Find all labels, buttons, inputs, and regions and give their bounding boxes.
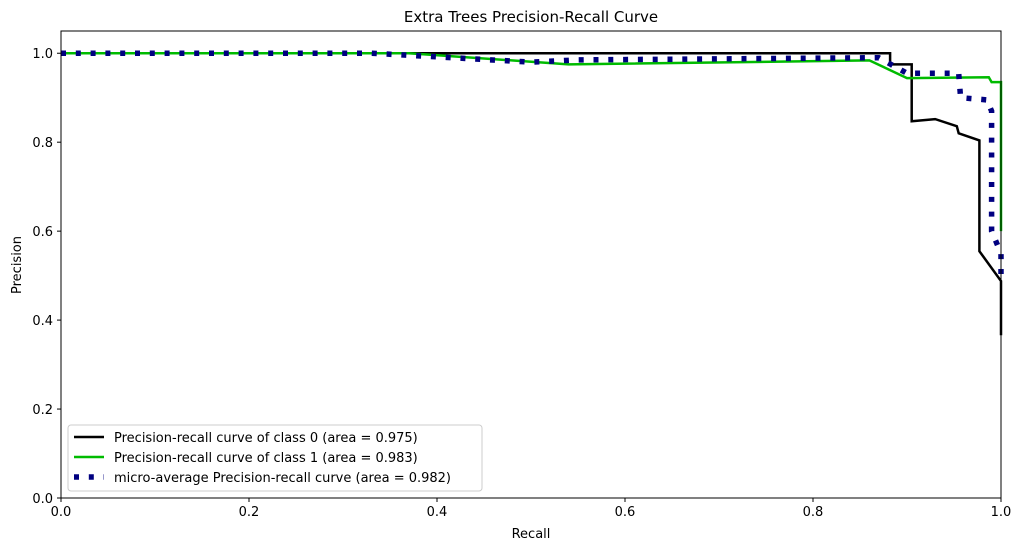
legend-label-2: micro-average Precision-recall curve (ar… — [114, 471, 451, 486]
x-tick-label: 0.4 — [427, 505, 448, 520]
legend-label-0: Precision-recall curve of class 0 (area … — [114, 431, 418, 446]
y-tick-label: 0.8 — [32, 136, 53, 151]
x-tick-label: 0.2 — [239, 505, 260, 520]
series-line-0 — [61, 51, 1003, 336]
y-tick-label: 1.0 — [32, 47, 53, 62]
axes-frame — [60, 30, 1002, 499]
y-tick-label: 0.6 — [32, 225, 53, 240]
series-line-1 — [61, 51, 1003, 232]
series-line-2 — [61, 50, 1004, 276]
chart-title: Extra Trees Precision-Recall Curve — [404, 8, 658, 26]
y-axis-label: Precision — [10, 236, 25, 294]
legend-box — [67, 424, 483, 492]
y-tick-label: 0.4 — [32, 314, 53, 329]
legend-label-1: Precision-recall curve of class 1 (area … — [114, 451, 418, 466]
y-axis-ticks: 0.0 0.2 0.4 0.6 0.8 1.0 — [32, 47, 61, 507]
x-tick-label: 0.8 — [803, 505, 824, 520]
y-tick-label: 0.0 — [32, 492, 53, 507]
x-tick-label: 0.6 — [615, 505, 636, 520]
x-tick-label: 0.0 — [51, 505, 72, 520]
x-axis-label: Recall — [512, 527, 551, 542]
legend: Precision-recall curve of class 0 (area … — [67, 424, 483, 492]
plot-lines — [61, 50, 1004, 336]
x-tick-label: 1.0 — [991, 505, 1012, 520]
x-axis-ticks: 0.0 0.2 0.4 0.6 0.8 1.0 — [51, 498, 1012, 520]
y-tick-label: 0.2 — [32, 403, 53, 418]
